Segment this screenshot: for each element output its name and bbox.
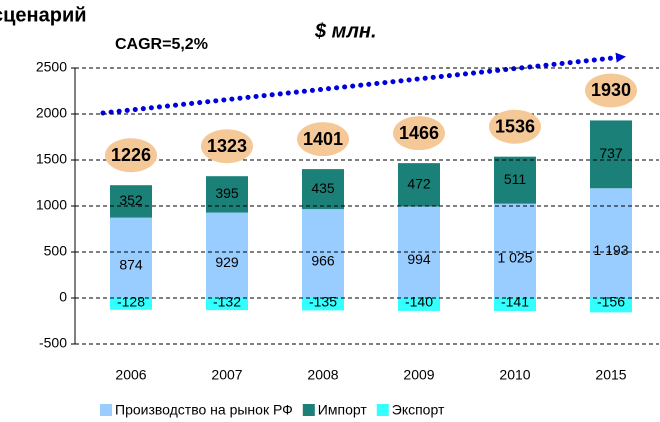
total-label: 1401 [303, 129, 343, 149]
data-label: 737 [599, 145, 623, 161]
data-label: -156 [597, 294, 625, 310]
total-bubble [297, 122, 349, 157]
data-label: 472 [407, 176, 431, 192]
bar-segment [110, 185, 152, 218]
bar-segment [494, 298, 536, 311]
bar-segment [110, 217, 152, 298]
data-label: 874 [119, 256, 143, 272]
bar-segment [206, 298, 248, 311]
total-bubble [393, 116, 445, 151]
trend-arrow [100, 52, 626, 116]
x-tick-label: 2009 [403, 367, 434, 383]
y-tick-label: 2500 [36, 59, 67, 75]
x-tick-label: 2010 [499, 367, 530, 383]
legend-swatch [302, 404, 315, 416]
bar-segment [398, 298, 440, 311]
legend-swatch [376, 404, 389, 416]
legend-label: Импорт [318, 402, 368, 418]
bar-segment [110, 298, 152, 310]
data-label: -132 [213, 294, 241, 310]
data-label: -141 [501, 294, 529, 310]
x-tick-label: 2015 [595, 367, 626, 383]
legend-label: Производство на рынок РФ [115, 402, 293, 418]
bar-segment [494, 156, 536, 204]
annotation: CAGR=5,2% [115, 36, 208, 53]
data-label: 966 [311, 252, 335, 268]
total-bubble [201, 129, 253, 164]
data-label: 352 [119, 192, 143, 208]
y-tick-label: 1000 [36, 197, 67, 213]
bar-segment [590, 120, 632, 189]
data-label: 511 [504, 171, 527, 187]
data-label: 435 [311, 180, 335, 196]
y-tick-label: 0 [59, 289, 67, 305]
bar-segment [590, 298, 632, 313]
bar-segment [494, 203, 536, 298]
data-label: -135 [309, 294, 337, 310]
total-bubble [105, 138, 157, 173]
bar-segment [302, 169, 344, 210]
legend-label: Экспорт [392, 402, 445, 418]
total-label: 1323 [207, 136, 247, 156]
bar-segment [302, 298, 344, 311]
y-tick-label: -500 [39, 335, 67, 351]
y-tick-label: 500 [44, 243, 68, 259]
y-tick-label: 2000 [36, 105, 67, 121]
data-label: 929 [215, 254, 239, 270]
data-label: 395 [215, 185, 239, 201]
total-label: 1930 [591, 80, 631, 100]
x-tick-label: 2008 [307, 367, 338, 383]
total-label: 1466 [399, 123, 439, 143]
chart-title: сценарий [0, 4, 87, 26]
bar-segment [302, 209, 344, 298]
data-label: 1 025 [497, 250, 532, 266]
x-tick-label: 2007 [211, 367, 242, 383]
subtitle: $ млн. [314, 20, 377, 42]
data-label: -128 [117, 294, 145, 310]
legend-swatch [100, 404, 112, 416]
total-bubble [585, 73, 637, 108]
total-bubble [489, 109, 541, 144]
data-label: 994 [407, 251, 431, 267]
bar-segment [206, 212, 248, 298]
bar-segment [206, 176, 248, 213]
total-label: 1226 [111, 145, 151, 165]
data-label: 1 193 [593, 242, 628, 258]
bar-segment [398, 163, 440, 207]
data-label: -140 [405, 294, 433, 310]
y-tick-label: 1500 [36, 151, 67, 167]
bar-segment [590, 188, 632, 298]
x-tick-label: 2006 [115, 367, 146, 383]
total-label: 1536 [495, 116, 535, 136]
